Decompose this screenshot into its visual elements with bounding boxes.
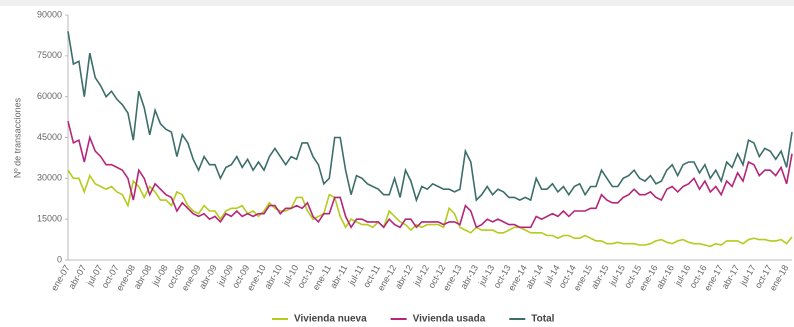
x-tick-label: ene-07 (49, 263, 72, 292)
legend-label: Vivienda usada (413, 314, 486, 325)
y-tick-label: 15000 (37, 214, 62, 224)
y-tick-label: 60000 (37, 91, 62, 101)
y-tick-label: 75000 (37, 50, 62, 60)
legend-label: Vivienda nueva (294, 314, 367, 325)
y-tick-label: 30000 (37, 173, 62, 183)
top-strip (0, 0, 794, 6)
y-tick-label: 45000 (37, 132, 62, 142)
y-tick-label: 90000 (37, 9, 62, 19)
series-line (67, 169, 793, 248)
y-axis-label: Nº de transacciones (12, 97, 22, 178)
legend-label: Total (531, 314, 554, 325)
y-tick-label: 0 (57, 254, 62, 264)
series-line (67, 31, 793, 203)
series-line (67, 121, 793, 229)
